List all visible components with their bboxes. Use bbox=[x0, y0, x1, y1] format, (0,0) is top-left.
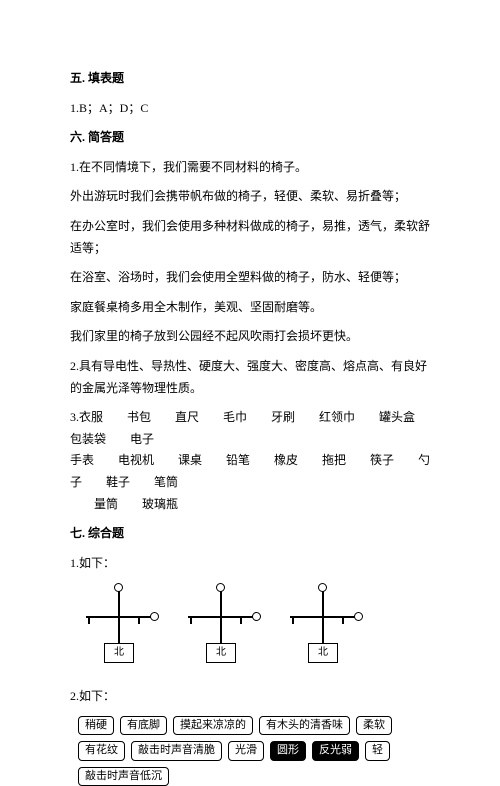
q6-3-line3: 量筒 玻璃瓶 bbox=[70, 494, 430, 516]
section-5-heading: 五. 填表题 bbox=[70, 68, 430, 90]
tree-diagram-2: 北 bbox=[182, 588, 262, 668]
q6-1-line6: 我们家里的椅子放到公园经不起风吹雨打会损坏更快。 bbox=[70, 326, 430, 348]
section-6-heading: 六. 简答题 bbox=[70, 127, 430, 149]
q6-3-line2: 手表 电视机 课桌 铅笔 橡皮 拖把 筷子 勺子 鞋子 笔筒 bbox=[70, 450, 430, 493]
chip-3: 摸起来凉凉的 bbox=[173, 716, 253, 735]
chip-2: 有底脚 bbox=[120, 716, 167, 735]
tree-diagram-3: 北 bbox=[284, 588, 364, 668]
tree-1-box: 北 bbox=[104, 643, 134, 663]
chip-6: 有花纹 bbox=[78, 741, 125, 760]
chip-1: 稍硬 bbox=[78, 716, 114, 735]
q6-1-line1: 1.在不同情境下，我们需要不同材料的椅子。 bbox=[70, 157, 430, 179]
q6-1-line4: 在浴室、浴场时，我们会使用全塑料做的椅子，防水、轻便等； bbox=[70, 267, 430, 289]
section-7-heading: 七. 综合题 bbox=[70, 523, 430, 545]
q6-1-line2: 外出游玩时我们会携带帆布做的椅子，轻便、柔软、易折叠等； bbox=[70, 186, 430, 208]
chip-9: 圆形 bbox=[270, 741, 306, 760]
chip-12: 敲击时声音低沉 bbox=[78, 767, 169, 786]
q6-2: 2.具有导电性、导热性、硬度大、强度大、密度高、熔点高、有良好的金属光泽等物理性… bbox=[70, 356, 430, 399]
q6-3-line1: 3.衣服 书包 直尺 毛巾 牙刷 红领巾 罐头盒 包装袋 电子 bbox=[70, 407, 430, 450]
q7-2-label: 2.如下： bbox=[70, 686, 430, 708]
chip-11: 轻 bbox=[365, 741, 390, 760]
chip-10: 反光弱 bbox=[312, 741, 359, 760]
q5-1-answer: 1.B；A；D；C bbox=[70, 98, 430, 120]
chip-5: 柔软 bbox=[356, 716, 392, 735]
q6-1-line5: 家庭餐桌椅多用全木制作，美观、坚固耐磨等。 bbox=[70, 297, 430, 319]
chip-7: 敲击时声音清脆 bbox=[131, 741, 222, 760]
tree-3-box: 北 bbox=[308, 643, 338, 663]
q6-1-line3: 在办公室时，我们会使用多种材料做成的椅子，易推，透气，柔软舒适等； bbox=[70, 216, 430, 259]
q7-1-label: 1.如下： bbox=[70, 553, 430, 575]
tree-diagram-1: 北 bbox=[80, 588, 160, 668]
chip-8: 光滑 bbox=[228, 741, 264, 760]
chip-4: 有木头的清香味 bbox=[259, 716, 350, 735]
tree-2-box: 北 bbox=[206, 643, 236, 663]
chip-group: 稍硬 有底脚 摸起来凉凉的 有木头的清香味 柔软 有花纹 敲击时声音清脆 光滑 … bbox=[78, 716, 398, 786]
tree-diagram-row: 北 北 北 bbox=[80, 588, 430, 668]
